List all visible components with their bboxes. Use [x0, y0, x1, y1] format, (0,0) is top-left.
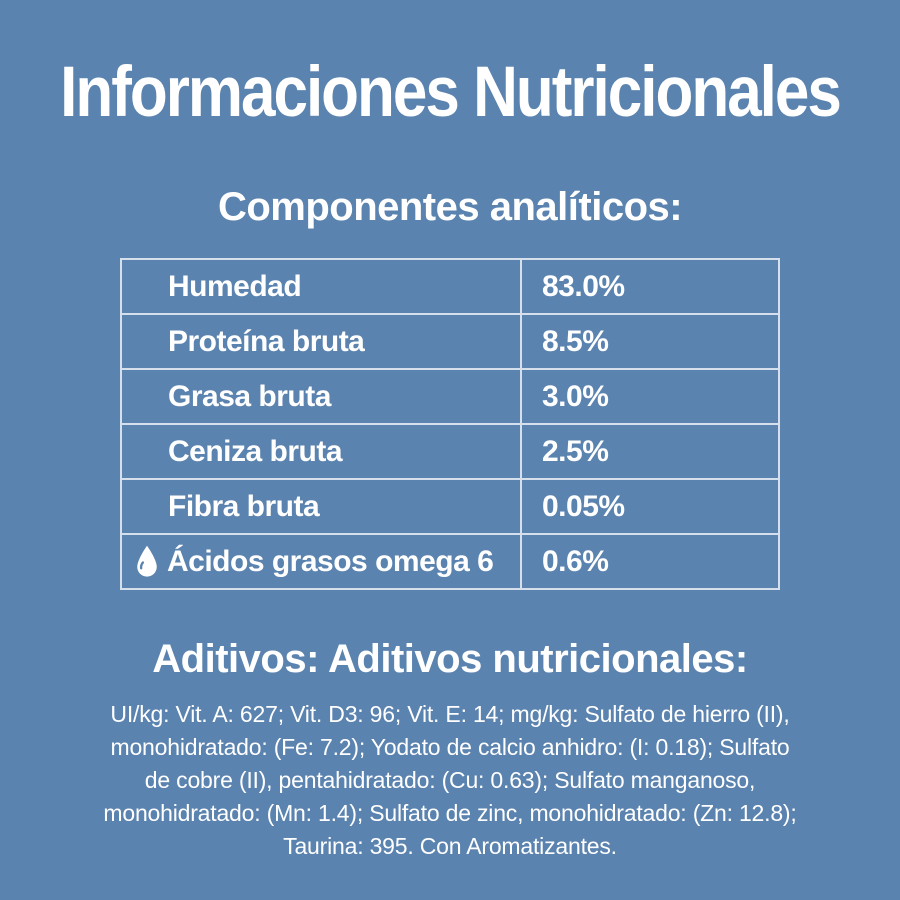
component-label-with-icon: Ácidos grasos omega 6 [122, 535, 520, 588]
additives-heading: Aditivos: Aditivos nutricionales: [152, 637, 748, 681]
table-row: Humedad 83.0% [122, 260, 778, 313]
analytical-components-heading: Componentes analíticos: [217, 185, 683, 229]
page-title: Informaciones Nutricionales [60, 52, 842, 133]
component-value: 83.0% [520, 260, 778, 313]
component-label: Grasa bruta [168, 379, 331, 413]
table-row: Fibra bruta 0.05% [122, 478, 778, 533]
component-value: 3.0% [520, 370, 778, 423]
component-value: 2.5% [520, 425, 778, 478]
table-row: Ácidos grasos omega 6 0.6% [122, 533, 778, 588]
component-label: Ceniza bruta [168, 434, 343, 468]
analytical-components-table: Humedad 83.0% Proteína bruta 8.5% Grasa … [120, 258, 780, 590]
table-row: Ceniza bruta 2.5% [122, 423, 778, 478]
component-value: 0.05% [520, 480, 778, 533]
component-label: Fibra bruta [168, 489, 320, 523]
component-label: Proteína bruta [168, 324, 365, 358]
component-value: 8.5% [520, 315, 778, 368]
additives-body-text: UI/kg: Vit. A: 627; Vit. D3: 96; Vit. E:… [103, 701, 797, 859]
component-label: Ácidos grasos omega 6 [167, 544, 494, 578]
component-label: Humedad [168, 269, 302, 303]
table-row: Proteína bruta 8.5% [122, 313, 778, 368]
table-row: Grasa bruta 3.0% [122, 368, 778, 423]
component-value: 0.6% [520, 535, 778, 588]
droplet-icon [137, 545, 157, 577]
